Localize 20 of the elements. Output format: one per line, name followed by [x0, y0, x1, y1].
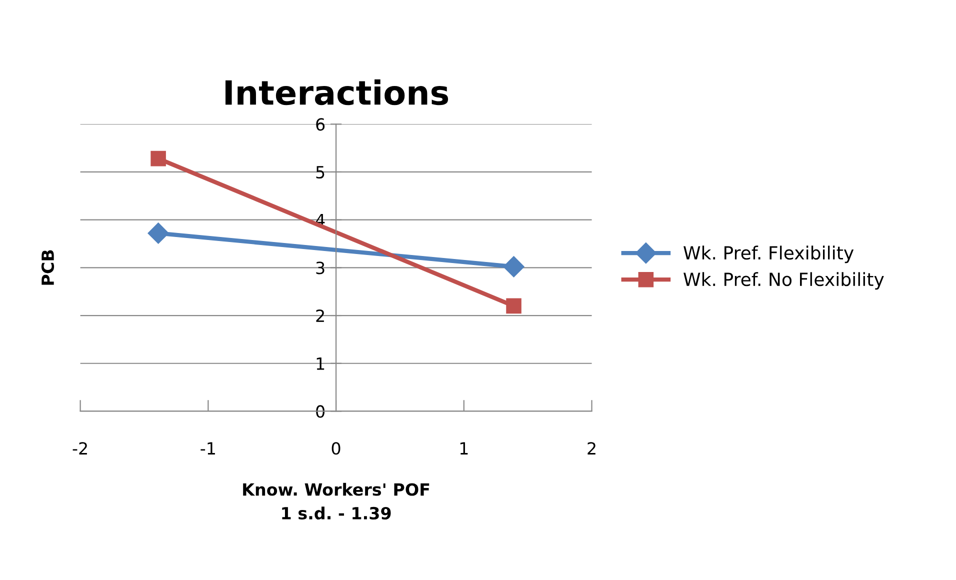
x-axis-title: Know. Workers' POF 1 s.d. - 1.39	[243, 482, 430, 520]
x-tick-label: 0	[332, 442, 340, 455]
legend-label: Wk. Pref. No Flexibility	[684, 272, 884, 290]
x-tick-label: 1	[460, 442, 468, 454]
y-axis-title: PCB	[41, 250, 54, 285]
x-tick-label: -2	[72, 442, 87, 454]
y-tick-label: 2	[316, 309, 324, 322]
y-tick-label: 0	[316, 405, 325, 418]
x-tick-label: -1	[200, 442, 215, 454]
y-tick-label: 3	[316, 262, 324, 274]
x-tick-label: 2	[588, 442, 596, 454]
legend-label: Wk. Pref. Flexibility	[684, 246, 854, 264]
y-tick-label: 1	[316, 358, 324, 370]
point	[503, 256, 524, 278]
chart-title: Interactions	[226, 79, 448, 106]
point	[148, 222, 169, 244]
point	[506, 298, 522, 314]
point	[150, 150, 166, 166]
y-tick-label: 6	[316, 118, 325, 131]
y-tick-label: 5	[316, 166, 324, 179]
